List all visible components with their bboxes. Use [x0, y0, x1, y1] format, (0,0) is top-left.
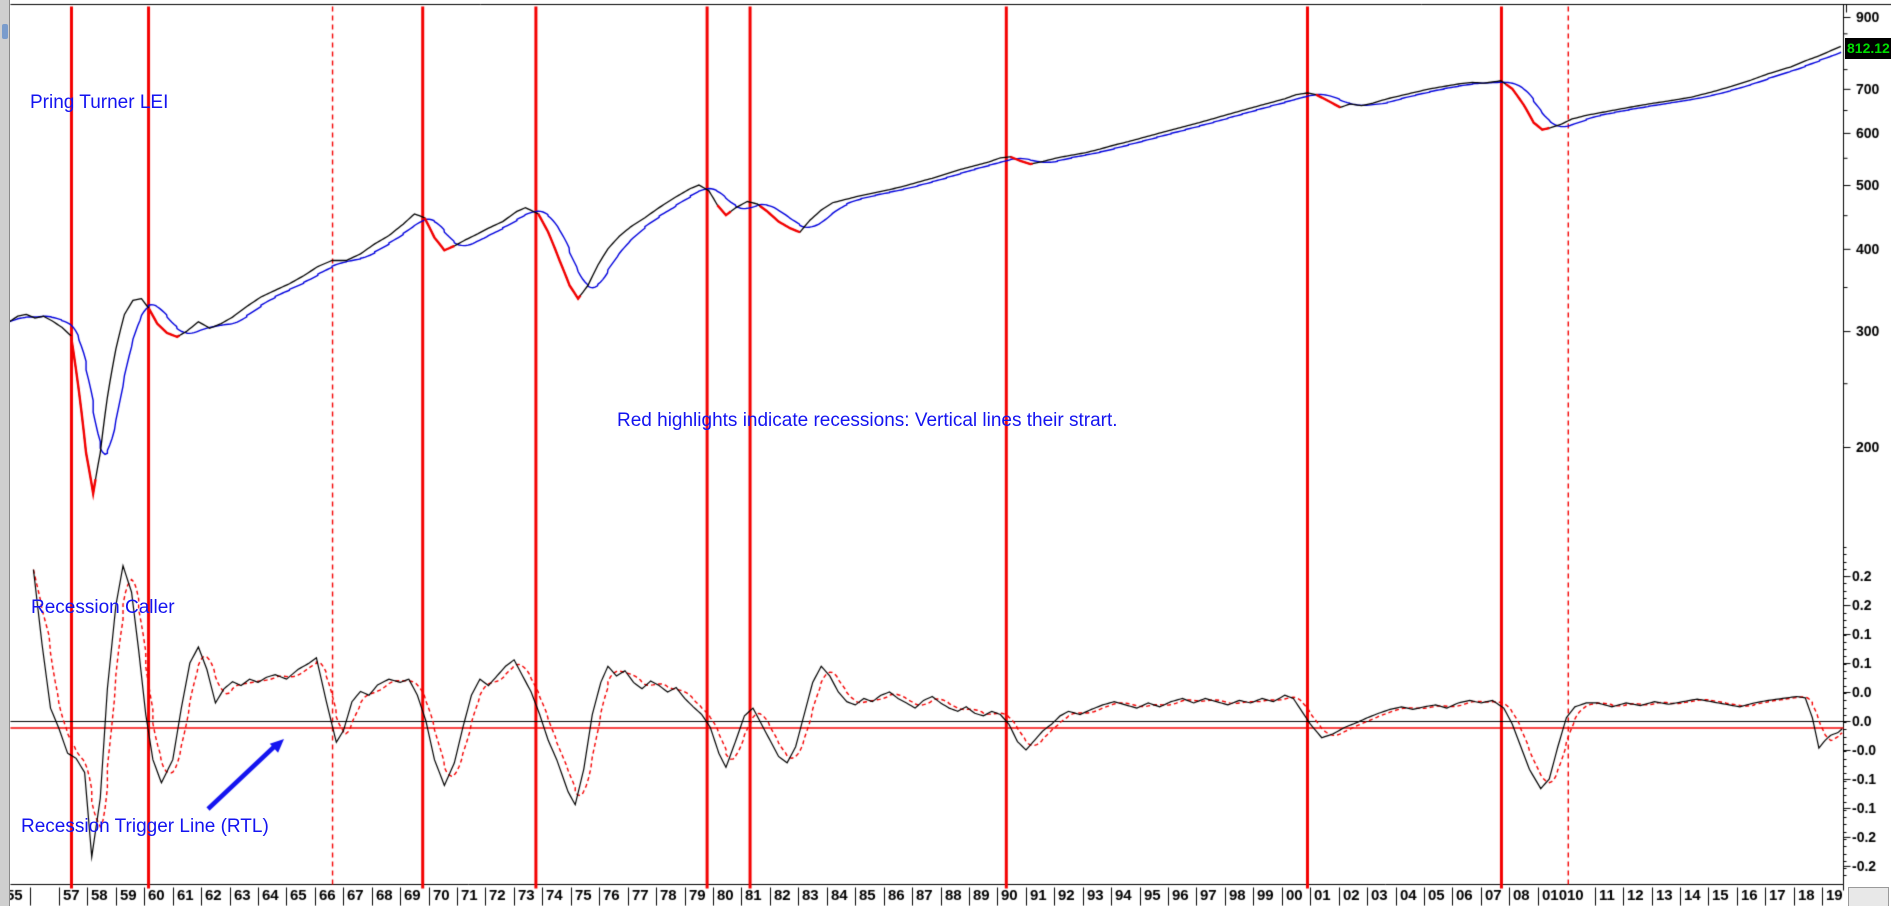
- scrollbar-corner-box[interactable]: [1848, 887, 1889, 906]
- lei-title-label: Pring Turner LEI: [30, 92, 169, 113]
- window-left-border: [0, 0, 10, 906]
- last-value-badge: 812.12: [1845, 38, 1891, 59]
- rtl-label: Recession Trigger Line (RTL): [21, 816, 269, 837]
- recession-note-label: Red highlights indicate recessions: Vert…: [617, 410, 1118, 431]
- recession-caller-label: Recession Caller: [31, 597, 175, 618]
- scrollbar-thumb[interactable]: [2, 24, 8, 39]
